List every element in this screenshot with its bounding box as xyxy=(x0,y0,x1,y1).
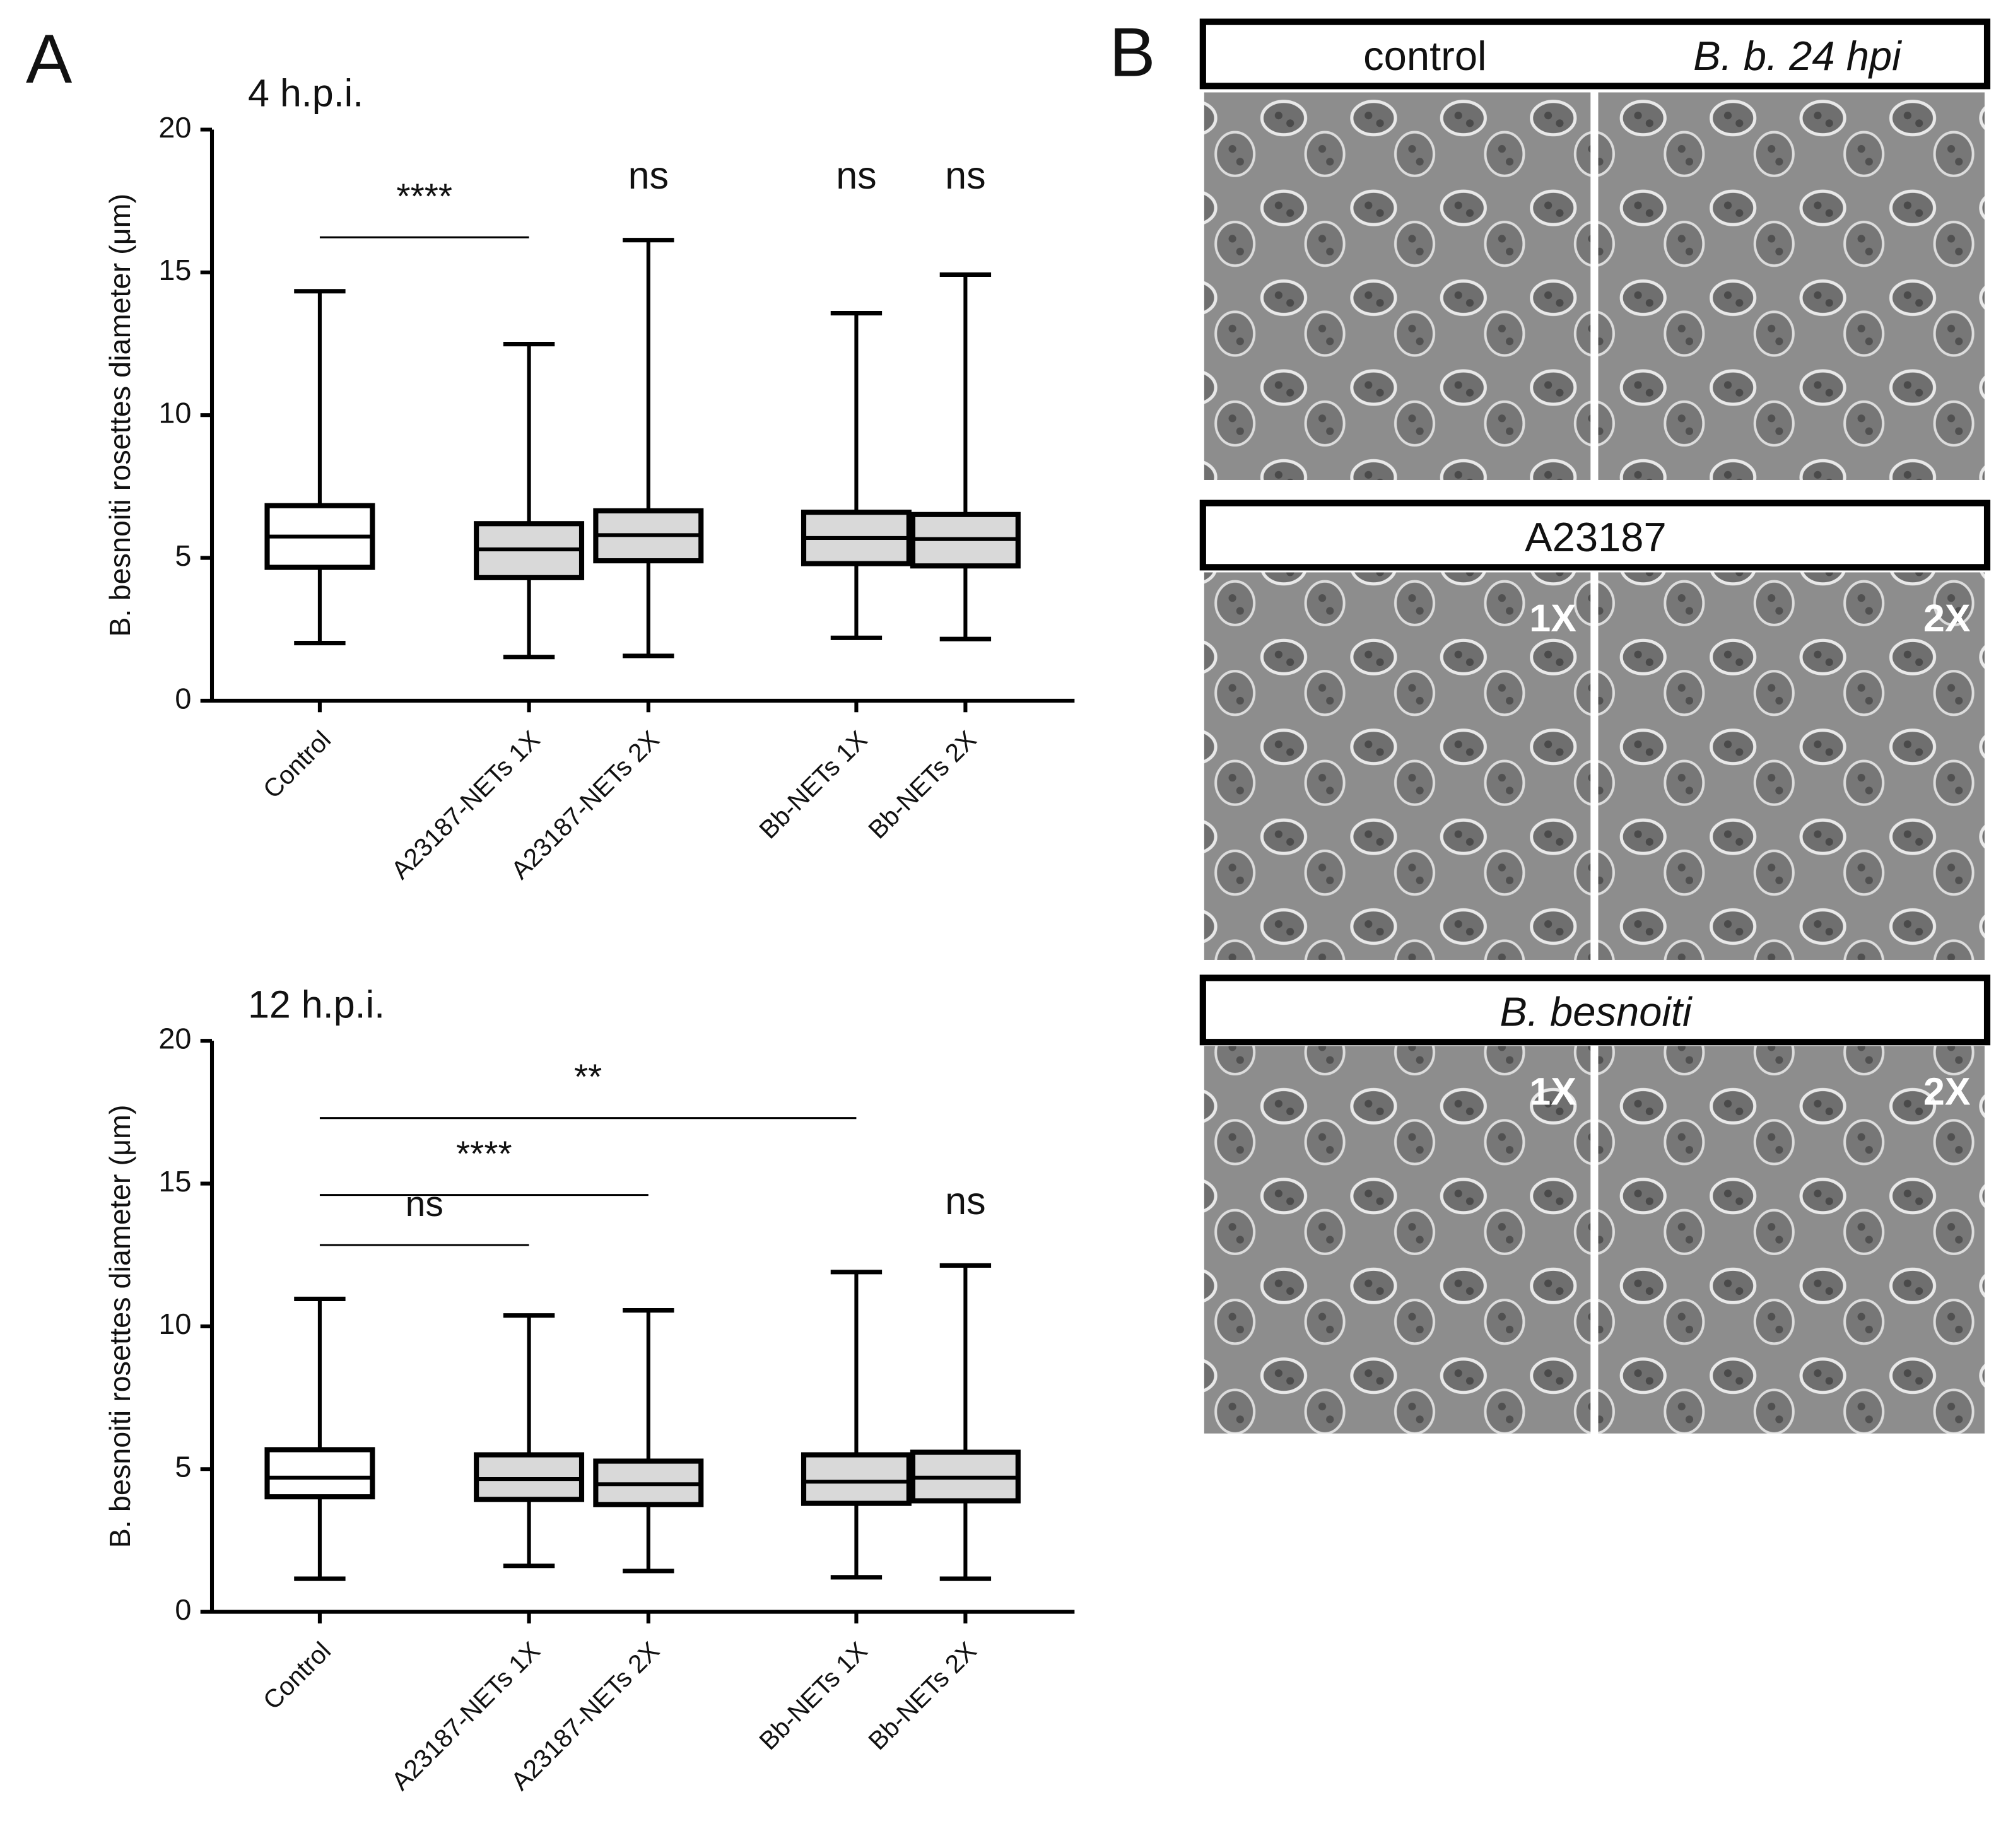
significance-label: ns xyxy=(945,1179,985,1222)
y-tick-label: 5 xyxy=(175,539,191,572)
header-box xyxy=(1199,500,1991,571)
image-label: 2X xyxy=(1923,1070,1971,1113)
x-tick-label: Control xyxy=(257,1636,336,1715)
header-label: B. b. 24 hpi xyxy=(1693,33,1902,79)
y-tick-label: 10 xyxy=(158,1307,191,1340)
x-tick-label: Bb-NETs 1X xyxy=(753,725,872,844)
y-tick-label: 15 xyxy=(158,1165,191,1198)
y-tick-label: 20 xyxy=(158,1022,191,1055)
y-tick-label: 20 xyxy=(158,111,191,144)
significance-label: ** xyxy=(574,1057,602,1097)
significance-label: ns xyxy=(945,154,985,197)
micrograph xyxy=(1204,1046,1591,1434)
chart-title: 12 h.p.i. xyxy=(248,983,385,1026)
x-tick-label: Bb-NETs 2X xyxy=(862,1636,982,1755)
header-box xyxy=(1199,974,1991,1046)
micrograph xyxy=(1598,572,1985,960)
micrograph xyxy=(1204,572,1591,960)
micrograph xyxy=(1598,1046,1985,1434)
x-tick-label: Bb-NETs 2X xyxy=(862,725,982,844)
header-label: A23187 xyxy=(1525,514,1666,560)
significance-label: **** xyxy=(396,176,452,216)
image-label: 2X xyxy=(1923,597,1971,640)
significance-label: ns xyxy=(836,154,876,197)
significance-label: ns xyxy=(406,1184,443,1224)
y-tick-label: 10 xyxy=(158,397,191,430)
y-tick-label: 5 xyxy=(175,1451,191,1483)
image-label: 1X xyxy=(1529,1070,1576,1113)
panel-label: B xyxy=(1109,15,1155,91)
x-tick-label: Control xyxy=(257,725,336,804)
chart-title: 4 h.p.i. xyxy=(248,72,363,115)
header-label: control xyxy=(1363,33,1486,79)
micrograph xyxy=(1598,92,1985,480)
significance-label: **** xyxy=(456,1134,512,1174)
box xyxy=(474,1452,585,1502)
box xyxy=(264,1447,375,1500)
image-label: 1X xyxy=(1529,597,1576,640)
header-label: B. besnoiti xyxy=(1499,989,1693,1035)
y-tick-label: 15 xyxy=(158,254,191,286)
panel-label: A xyxy=(26,21,73,98)
micrograph xyxy=(1204,92,1591,480)
y-axis-label: B. besnoiti rosettes diameter (μm) xyxy=(103,194,136,637)
y-tick-label: 0 xyxy=(175,1593,191,1626)
x-tick-label: Bb-NETs 1X xyxy=(753,1636,872,1755)
significance-label: ns xyxy=(628,154,669,197)
header-box xyxy=(1199,18,1991,90)
y-tick-label: 0 xyxy=(175,682,191,715)
box xyxy=(801,1452,912,1506)
y-axis-label: B. besnoiti rosettes diameter (μm) xyxy=(103,1104,136,1548)
